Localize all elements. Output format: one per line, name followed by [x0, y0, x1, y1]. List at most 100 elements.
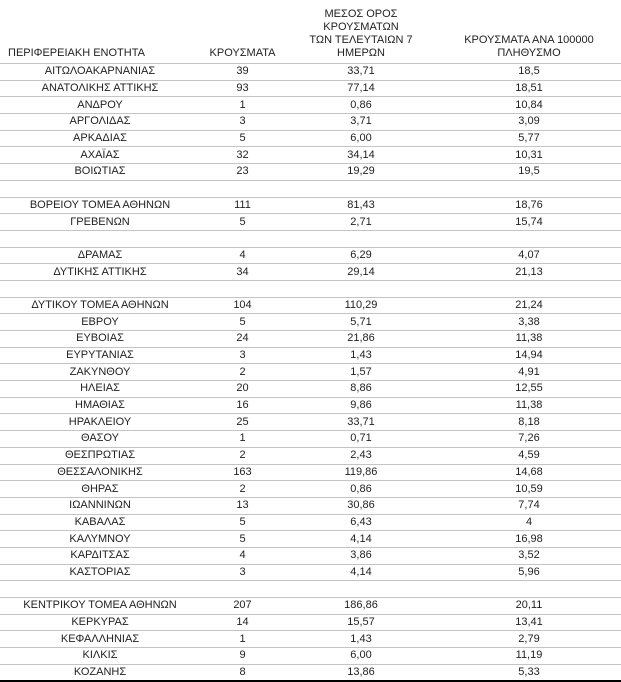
region-cell: ΔΡΑΜΑΣ	[0, 247, 200, 265]
table-row: ΕΒΡΟΥ 5 5,71 3,38	[0, 313, 621, 331]
cases-cell: 5	[200, 514, 285, 532]
region-cell: ΚΕΝΤΡΙΚΟΥ ΤΟΜΕΑ ΑΘΗΝΩΝ	[0, 597, 200, 615]
region-cell: ΑΡΓΟΛΙΔΑΣ	[0, 113, 200, 131]
cases-cell: 25	[200, 413, 285, 432]
avg7-cell: 21,86	[285, 330, 437, 348]
cases-cell: 5	[200, 530, 285, 548]
cases-cell: 2	[200, 447, 285, 465]
avg7-cell: 77,14	[285, 80, 437, 98]
cases-cell: 4	[200, 547, 285, 565]
table-row: ΗΡΑΚΛΕΙΟΥ 25 33,71 8,18	[0, 413, 621, 432]
per100k-cell: 16,98	[437, 530, 621, 548]
avg7-cell: 33,71	[285, 63, 437, 81]
cases-cell	[200, 280, 285, 298]
cases-cell	[200, 180, 285, 198]
per100k-cell	[437, 230, 621, 248]
per100k-cell: 3,38	[437, 313, 621, 331]
avg7-cell: 81,43	[285, 197, 437, 215]
col-header-avg7: ΜΕΣΟΣ ΟΡΟΣ ΚΡΟΥΣΜΑΤΩΝ ΤΩΝ ΤΕΛΕΥΤΑΙΩΝ 7 Η…	[285, 0, 437, 64]
region-cell: ΕΥΡΥΤΑΝΙΑΣ	[0, 347, 200, 365]
per100k-cell: 11,38	[437, 397, 621, 415]
cases-cell: 20	[200, 380, 285, 398]
spacer-row	[0, 580, 621, 598]
table-row: ΑΝΔΡΟΥ 1 0,86 10,84	[0, 96, 621, 115]
table-row: ΑΧΑΪΑΣ 32 34,14 10,31	[0, 146, 621, 165]
region-cell: ΚΑΡΔΙΤΣΑΣ	[0, 547, 200, 565]
table-row: ΚΕΡΚΥΡΑΣ 14 15,57 13,41	[0, 614, 621, 632]
per100k-cell: 10,84	[437, 96, 621, 115]
cases-cell: 163	[200, 464, 285, 482]
region-cell: ΚΙΛΚΙΣ	[0, 647, 200, 665]
per100k-cell: 4,91	[437, 363, 621, 382]
cases-cell: 23	[200, 163, 285, 181]
region-cell: ΚΑΛΥΜΝΟΥ	[0, 530, 200, 548]
per100k-cell: 5,77	[437, 130, 621, 148]
avg7-cell	[285, 230, 437, 248]
region-cell: ΚΕΦΑΛΛΗΝΙΑΣ	[0, 630, 200, 649]
table-row: ΑΙΤΩΛΟΑΚΑΡΝΑΝΙΑΣ 39 33,71 18,5	[0, 63, 621, 81]
avg7-cell: 4,14	[285, 564, 437, 582]
per100k-cell: 19,5	[437, 163, 621, 181]
table-row: ΚΕΦΑΛΛΗΝΙΑΣ 1 1,43 2,79	[0, 630, 621, 649]
table-row: ΙΩΑΝΝΙΝΩΝ 13 30,86 7,74	[0, 497, 621, 515]
avg7-cell: 1,43	[285, 630, 437, 649]
per100k-cell: 3,52	[437, 547, 621, 565]
region-cell: ΘΕΣΣΑΛΟΝΙΚΗΣ	[0, 464, 200, 482]
cases-cell: 14	[200, 614, 285, 632]
cases-cell: 1	[200, 630, 285, 649]
cases-cell: 13	[200, 497, 285, 515]
table-row: ΘΕΣΣΑΛΟΝΙΚΗΣ 163 119,86 14,68	[0, 464, 621, 482]
table-row: ΒΟΡΕΙΟΥ ΤΟΜΕΑ ΑΘΗΝΩΝ 111 81,43 18,76	[0, 197, 621, 215]
per100k-cell	[437, 180, 621, 198]
table-row: ΚΟΖΑΝΗΣ 8 13,86 5,33	[0, 664, 621, 682]
avg7-cell: 15,57	[285, 614, 437, 632]
avg7-cell: 6,00	[285, 130, 437, 148]
avg7-cell: 19,29	[285, 163, 437, 181]
per100k-cell: 11,38	[437, 330, 621, 348]
avg7-cell	[285, 580, 437, 598]
table-row: ΕΥΡΥΤΑΝΙΑΣ 3 1,43 14,94	[0, 347, 621, 365]
table-row: ΚΑΣΤΟΡΙΑΣ 3 4,14 5,96	[0, 564, 621, 582]
per100k-cell: 8,18	[437, 413, 621, 432]
region-cell: ΚΑΣΤΟΡΙΑΣ	[0, 564, 200, 582]
avg7-cell: 6,43	[285, 514, 437, 532]
per100k-cell: 7,26	[437, 430, 621, 448]
per100k-cell: 21,24	[437, 297, 621, 315]
avg7-cell: 186,86	[285, 597, 437, 615]
cases-cell: 4	[200, 247, 285, 265]
per100k-cell: 4	[437, 514, 621, 532]
cases-cell: 3	[200, 564, 285, 582]
cases-cell: 5	[200, 313, 285, 331]
avg7-cell: 3,86	[285, 547, 437, 565]
per100k-cell: 18,76	[437, 197, 621, 215]
region-cell: ΙΩΑΝΝΙΝΩΝ	[0, 497, 200, 515]
per100k-cell: 7,74	[437, 497, 621, 515]
table-row: ΕΥΒΟΙΑΣ 24 21,86 11,38	[0, 330, 621, 348]
avg7-cell: 2,71	[285, 213, 437, 231]
spacer-row	[0, 280, 621, 298]
region-cell: ΘΗΡΑΣ	[0, 480, 200, 498]
per100k-cell: 18,51	[437, 80, 621, 98]
avg7-cell: 9,86	[285, 397, 437, 415]
cases-cell: 207	[200, 597, 285, 615]
table-row: ΚΕΝΤΡΙΚΟΥ ΤΟΜΕΑ ΑΘΗΝΩΝ 207 186,86 20,11	[0, 597, 621, 615]
cases-cell: 39	[200, 63, 285, 81]
avg7-cell: 34,14	[285, 146, 437, 165]
per100k-cell: 21,13	[437, 263, 621, 281]
table-body: ΑΙΤΩΛΟΑΚΑΡΝΑΝΙΑΣ 39 33,71 18,5 ΑΝΑΤΟΛΙΚΗΣ ΑΤ…	[0, 63, 621, 682]
region-cell: ΓΡΕΒΕΝΩΝ	[0, 213, 200, 231]
region-cell: ΑΙΤΩΛΟΑΚΑΡΝΑΝΙΑΣ	[0, 63, 200, 81]
region-cell	[0, 230, 200, 248]
table-row: ΓΡΕΒΕΝΩΝ 5 2,71 15,74	[0, 213, 621, 231]
table-row: ΖΑΚΥΝΘΟΥ 2 1,57 4,91	[0, 363, 621, 382]
avg7-cell: 6,29	[285, 247, 437, 265]
table-row: ΑΡΚΑΔΙΑΣ 5 6,00 5,77	[0, 130, 621, 148]
avg7-cell: 13,86	[285, 664, 437, 682]
table-row: ΗΛΕΙΑΣ 20 8,86 12,55	[0, 380, 621, 398]
region-cell	[0, 180, 200, 198]
cases-cell: 9	[200, 647, 285, 665]
table-row: ΒΟΙΩΤΙΑΣ 23 19,29 19,5	[0, 163, 621, 181]
per100k-cell	[437, 280, 621, 298]
avg7-cell: 110,29	[285, 297, 437, 315]
cases-cell: 2	[200, 480, 285, 498]
